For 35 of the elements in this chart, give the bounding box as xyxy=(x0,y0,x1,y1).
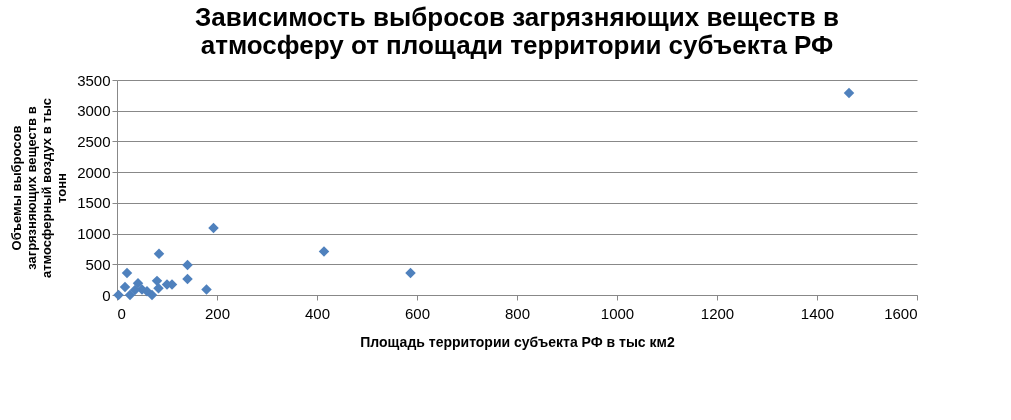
point xyxy=(182,273,193,285)
point xyxy=(318,246,330,257)
y-tick-label: 3000 xyxy=(77,102,111,120)
point xyxy=(151,275,163,287)
point xyxy=(153,283,164,294)
point xyxy=(208,222,219,234)
x-tick-label: 800 xyxy=(504,304,531,322)
chart-title: Зависимость выбросов загрязняющих веществ в атмосферу от площади территории субъекта РФ xyxy=(195,2,839,60)
x-tick-label: 1600 xyxy=(884,304,918,322)
point xyxy=(121,267,133,279)
x-axis-title: Площадь территории субъекта РФ в тыс км2 xyxy=(360,333,675,350)
point xyxy=(201,284,212,295)
x-tick-label: 1000 xyxy=(600,304,635,322)
point xyxy=(182,259,193,271)
y-tick-label: 0 xyxy=(102,286,111,304)
point xyxy=(124,289,136,301)
y-tick-label: 2500 xyxy=(77,132,111,150)
y-tick-label: 500 xyxy=(85,255,111,273)
y-tick-label: 2000 xyxy=(77,163,111,181)
point xyxy=(146,289,158,301)
y-tick-label: 1500 xyxy=(77,194,111,212)
x-tick-label: 1400 xyxy=(800,304,835,322)
point xyxy=(113,289,124,301)
y-axis-title: Объемы выбросов загрязняющих веществ в атмосферный воздух в тыс тонн xyxy=(9,98,70,278)
point xyxy=(405,267,416,279)
point xyxy=(153,248,165,260)
x-tick-label: 1200 xyxy=(700,304,735,322)
x-tick-label: 200 xyxy=(204,304,231,322)
point xyxy=(119,281,131,293)
y-tick-label: 3500 xyxy=(77,71,111,89)
x-tick-label: 600 xyxy=(404,304,431,322)
x-tick-label: 0 xyxy=(117,304,126,322)
point xyxy=(843,87,855,99)
x-tick-label: 400 xyxy=(304,304,331,322)
y-tick-label: 1000 xyxy=(77,225,111,243)
